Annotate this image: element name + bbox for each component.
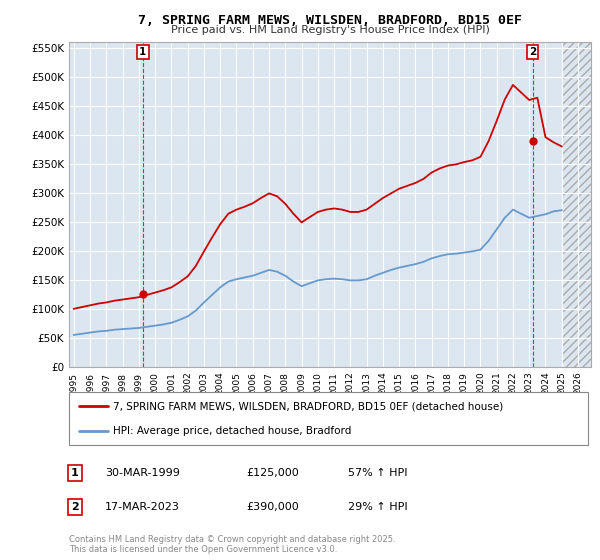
Text: 29% ↑ HPI: 29% ↑ HPI	[348, 502, 407, 512]
Text: £390,000: £390,000	[246, 502, 299, 512]
Text: 7, SPRING FARM MEWS, WILSDEN, BRADFORD, BD15 0EF (detached house): 7, SPRING FARM MEWS, WILSDEN, BRADFORD, …	[113, 402, 503, 412]
Text: 17-MAR-2023: 17-MAR-2023	[105, 502, 180, 512]
Text: Price paid vs. HM Land Registry's House Price Index (HPI): Price paid vs. HM Land Registry's House …	[170, 25, 490, 35]
Text: 1: 1	[71, 468, 79, 478]
Text: 1: 1	[139, 47, 146, 57]
Text: Contains HM Land Registry data © Crown copyright and database right 2025.
This d: Contains HM Land Registry data © Crown c…	[69, 535, 395, 554]
Text: 57% ↑ HPI: 57% ↑ HPI	[348, 468, 407, 478]
Text: 30-MAR-1999: 30-MAR-1999	[105, 468, 180, 478]
Text: 7, SPRING FARM MEWS, WILSDEN, BRADFORD, BD15 0EF: 7, SPRING FARM MEWS, WILSDEN, BRADFORD, …	[138, 14, 522, 27]
Bar	[562, 42, 591, 367]
Bar	[562, 42, 591, 367]
Text: £125,000: £125,000	[246, 468, 299, 478]
Text: 2: 2	[529, 47, 536, 57]
Text: HPI: Average price, detached house, Bradford: HPI: Average price, detached house, Brad…	[113, 426, 352, 436]
Text: 2: 2	[71, 502, 79, 512]
